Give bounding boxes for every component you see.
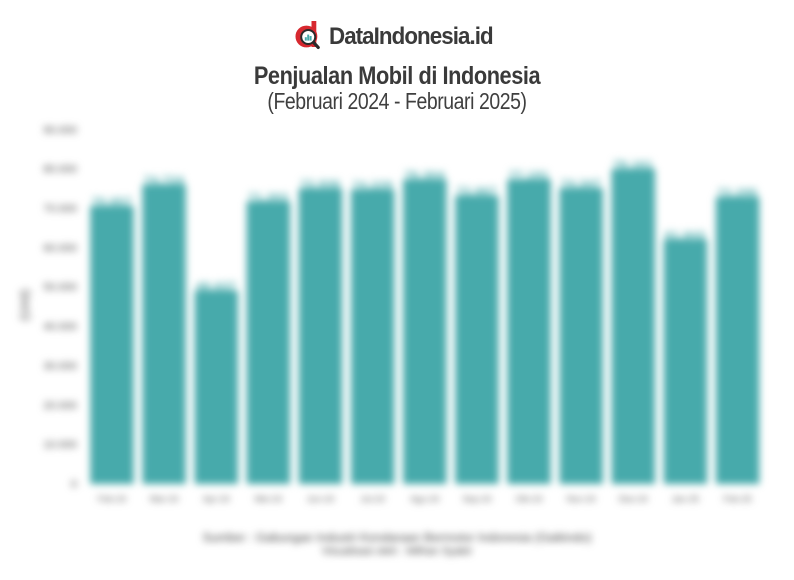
svg-text:Sumber : Gabungan Industri Ken: Sumber : Gabungan Industri Kendaraan Ber…: [203, 531, 592, 545]
svg-text:Apr-24: Apr-24: [203, 494, 230, 504]
svg-text:Des-24: Des-24: [619, 494, 648, 504]
svg-text:Agu-24: Agu-24: [410, 494, 439, 504]
svg-text:72.295: 72.295: [717, 186, 757, 200]
svg-text:48.637: 48.637: [196, 280, 236, 294]
svg-text:Mei-24: Mei-24: [255, 494, 283, 504]
svg-text:Feb-24: Feb-24: [98, 494, 127, 504]
svg-text:72.667: 72.667: [457, 185, 497, 199]
svg-text:74.229: 74.229: [353, 179, 393, 193]
svg-text:60.000: 60.000: [43, 242, 77, 254]
svg-text:20.000: 20.000: [43, 400, 77, 412]
svg-text:Jun-24: Jun-24: [307, 494, 335, 504]
svg-text:74.347: 74.347: [561, 177, 601, 191]
svg-text:78.161: 78.161: [613, 158, 653, 172]
svg-text:76.304: 76.304: [405, 169, 445, 183]
svg-text:61.843: 61.843: [665, 229, 705, 243]
svg-text:Okt-24: Okt-24: [515, 494, 542, 504]
svg-text:70.657: 70.657: [92, 195, 132, 209]
svg-text:77.191: 77.191: [509, 169, 549, 183]
svg-text:72.936: 72.936: [300, 178, 340, 192]
svg-text:Mar-24: Mar-24: [150, 494, 179, 504]
svg-text:(Unit): (Unit): [17, 289, 32, 321]
svg-text:0: 0: [71, 479, 77, 491]
svg-text:30.000: 30.000: [43, 360, 77, 372]
svg-text:Feb-25: Feb-25: [723, 494, 752, 504]
svg-text:Visualisasi oleh : Milhan Syak: Visualisasi oleh : Milhan Syakir: [322, 546, 473, 558]
svg-text:Sep-24: Sep-24: [462, 494, 491, 504]
svg-text:10.000: 10.000: [43, 439, 77, 451]
svg-text:50.000: 50.000: [43, 282, 77, 294]
svg-text:90.000: 90.000: [43, 124, 77, 136]
svg-text:Jul-24: Jul-24: [360, 494, 385, 504]
svg-text:Nov-24: Nov-24: [567, 494, 596, 504]
svg-text:Jan-25: Jan-25: [672, 494, 700, 504]
svg-text:80.000: 80.000: [43, 164, 77, 176]
svg-text:71.263: 71.263: [248, 191, 288, 205]
svg-text:40.000: 40.000: [43, 321, 77, 333]
svg-text:70.000: 70.000: [43, 203, 77, 215]
svg-text:74.724: 74.724: [144, 174, 184, 188]
